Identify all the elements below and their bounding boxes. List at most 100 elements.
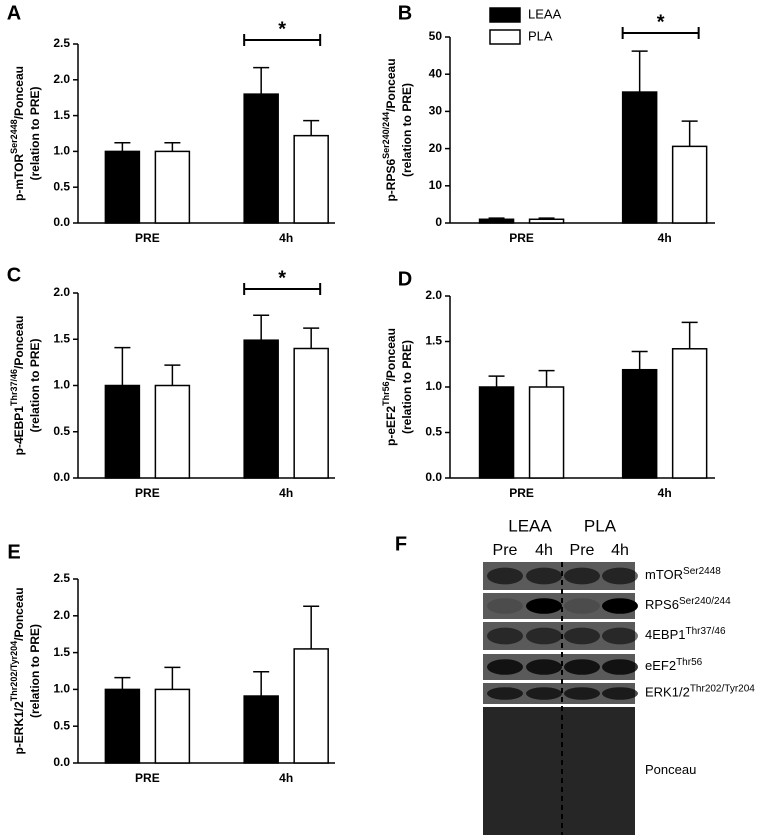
x-tick-label: 4h [279, 231, 293, 245]
y-axis-label: (relation to PRE) [400, 83, 414, 177]
legend-swatch [489, 29, 521, 45]
x-tick-label: 4h [279, 771, 293, 785]
blot-band [564, 627, 600, 645]
y-label-part: /Ponceau [384, 328, 398, 381]
row-label: mTORSer2448 [645, 566, 721, 583]
y-axis-label: (relation to PRE) [28, 624, 42, 718]
blot-band [602, 598, 638, 614]
y-axis-label: p-mTORSer2448/Ponceau [9, 66, 26, 201]
significance: * [278, 18, 286, 40]
y-tick-label: 0.5 [53, 718, 70, 732]
row-sup: Thr37/46 [685, 626, 725, 637]
bar [243, 93, 279, 224]
blot-band [526, 567, 562, 585]
y-tick-label: 2.0 [53, 285, 70, 299]
bar [478, 386, 515, 479]
y-tick-label: 1.5 [53, 108, 70, 122]
blot-band [487, 659, 523, 675]
bar [671, 348, 708, 479]
bar [104, 688, 141, 764]
y-axis-label: (relation to PRE) [28, 338, 42, 432]
row-label: RPS6Ser240/244 [645, 596, 731, 613]
blot-band [564, 567, 600, 585]
y-label-part: /Ponceau [384, 58, 398, 111]
x-tick-label: 4h [279, 486, 293, 500]
panel-label: D [398, 268, 412, 290]
y-tick-label: 0.0 [53, 755, 70, 769]
y-label-part: /Ponceau [12, 66, 26, 119]
y-tick-label: 20 [429, 141, 443, 155]
bar [243, 339, 279, 479]
x-tick-label: 4h [658, 486, 672, 500]
x-tick-label: PRE [135, 486, 160, 500]
y-label-part: p-eEF2 [384, 406, 398, 446]
y-axis-label: (relation to PRE) [28, 86, 42, 180]
group-label: PLA [584, 516, 617, 535]
y-tick-label: 0.5 [53, 424, 70, 438]
blot-band [487, 627, 523, 645]
y-tick-label: 0.5 [425, 425, 442, 439]
blot-band [526, 659, 562, 675]
row-sup: Thr202/Tyr204 [690, 683, 755, 694]
row-sup: Ser2448 [683, 566, 721, 577]
y-tick-label: 1.5 [53, 645, 70, 659]
row-label: 4EBP1Thr37/46 [645, 626, 726, 643]
y-tick-label: 0.0 [53, 470, 70, 484]
y-label-sup: Thr202/Tyr204 [9, 641, 19, 701]
blot-band [564, 687, 600, 700]
blot-band [564, 598, 600, 614]
bar [243, 695, 279, 764]
bar [293, 347, 329, 479]
y-tick-label: 0 [435, 215, 442, 229]
row-name: eEF2 [645, 658, 676, 673]
row-sup: Thr56 [676, 657, 703, 668]
blot-band [602, 567, 638, 585]
row-name: ERK1/2 [645, 685, 690, 700]
legend-label: PLA [528, 28, 553, 43]
y-label-part: p-ERK1/2 [12, 701, 26, 755]
x-tick-label: PRE [509, 231, 534, 245]
y-axis-label: (relation to PRE) [400, 340, 414, 434]
row-sup: Ser240/244 [679, 596, 731, 607]
y-tick-label: 0.0 [425, 470, 442, 484]
y-label-part: p-4EBP1 [12, 406, 26, 456]
y-label-part: p-mTOR [12, 154, 26, 201]
y-tick-label: 1.0 [53, 682, 70, 696]
blot-band [487, 687, 523, 700]
y-axis-label: p-RPS6Ser240/244/Ponceau [381, 58, 398, 201]
row-label: eEF2Thr56 [645, 657, 703, 674]
legend-swatch [489, 7, 521, 23]
bar [478, 218, 515, 224]
lane-label: 4h [535, 542, 553, 559]
y-tick-label: 40 [429, 66, 443, 80]
x-tick-label: PRE [135, 231, 160, 245]
row-name: mTOR [645, 567, 683, 582]
y-tick-label: 50 [429, 29, 443, 43]
y-label-sup: Ser2448 [9, 119, 19, 154]
bar [528, 218, 565, 224]
y-tick-label: 1.5 [425, 334, 442, 348]
blot-band [602, 659, 638, 675]
row-name: Ponceau [645, 762, 696, 777]
blot-band [602, 687, 638, 700]
bar [621, 91, 658, 224]
blot-band [602, 627, 638, 645]
lane-label: Pre [570, 542, 595, 559]
y-axis-label: p-ERK1/2Thr202/Tyr204/Ponceau [9, 587, 26, 754]
significance: * [278, 267, 286, 289]
y-label-part: /Ponceau [12, 587, 26, 640]
row-label: Ponceau [645, 762, 696, 777]
row-name: 4EBP1 [645, 627, 685, 642]
legend-label: LEAA [528, 6, 562, 21]
bar [154, 150, 191, 224]
y-axis-label: p-4EBP1Thr37/46/Ponceau [9, 316, 26, 456]
lane-label: Pre [493, 542, 518, 559]
y-label-sup: Thr37/46 [9, 369, 19, 406]
panel-label: A [7, 2, 21, 24]
y-tick-label: 2.0 [53, 72, 70, 86]
blot-band [564, 659, 600, 675]
bar [154, 688, 191, 764]
y-label-sup: Ser240/244 [381, 112, 391, 159]
blot-band [526, 627, 562, 645]
